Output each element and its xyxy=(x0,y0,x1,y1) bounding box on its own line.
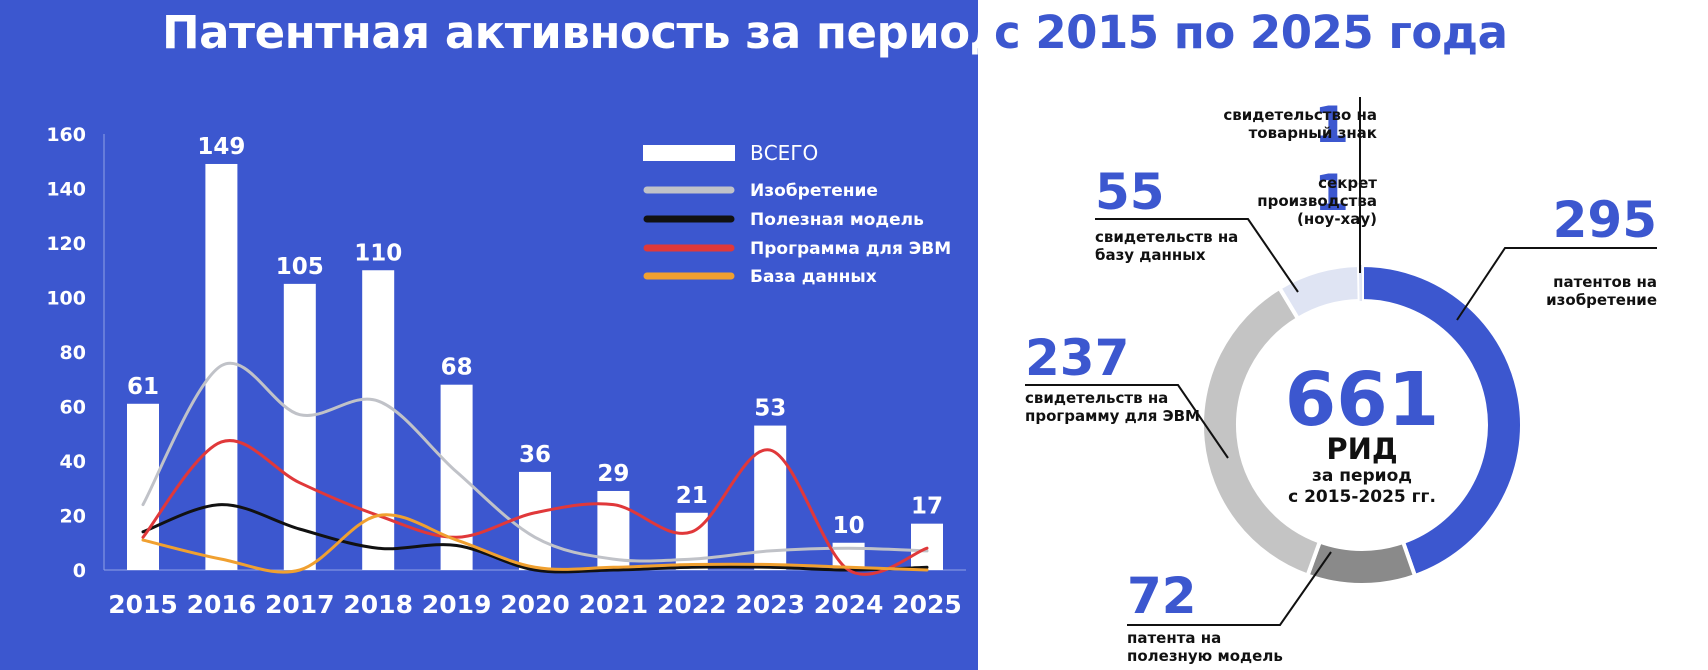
x-tick-label: 2018 xyxy=(343,590,413,619)
bar-2018 xyxy=(362,270,395,570)
donut-slice-4 xyxy=(1358,265,1361,302)
donut-annotation-number: 72 xyxy=(1127,567,1197,625)
y-tick-label: 140 xyxy=(46,179,86,201)
x-tick-label: 2016 xyxy=(187,590,257,619)
bar-value-label: 68 xyxy=(441,355,473,381)
y-tick-label: 20 xyxy=(60,506,86,528)
y-tick-label: 60 xyxy=(60,397,86,419)
donut-annotation-label: производства xyxy=(1257,192,1377,210)
bar-value-label: 110 xyxy=(354,240,402,266)
donut-annotation-number: 295 xyxy=(1553,191,1657,249)
leader-line-1 xyxy=(1127,551,1332,626)
x-tick-label: 2023 xyxy=(735,590,805,619)
donut-annotation-label: свидетельств на xyxy=(1095,228,1238,246)
donut-annotation-label: программу для ЭВМ xyxy=(1025,407,1200,425)
bar-value-label: 149 xyxy=(197,134,245,160)
bar-value-label: 61 xyxy=(127,374,159,400)
bar-value-label: 21 xyxy=(676,483,708,509)
y-tick-label: 0 xyxy=(73,560,86,582)
x-tick-label: 2025 xyxy=(892,590,962,619)
donut-annotation-label: секрет xyxy=(1318,174,1377,192)
donut-annotation-label: товарный знак xyxy=(1249,124,1377,142)
bar-2020 xyxy=(519,471,551,570)
bar-value-label: 36 xyxy=(519,442,551,468)
y-tick-label: 120 xyxy=(46,233,86,255)
y-tick-label: 160 xyxy=(46,124,86,146)
legend-label-invention-line: Изобретение xyxy=(750,181,878,201)
title-right: с 2015 по 2025 года xyxy=(994,6,1508,59)
donut-annotation-label: полезную модель xyxy=(1127,647,1283,665)
x-tick-label: 2024 xyxy=(814,590,884,619)
donut-annotation-label: базу данных xyxy=(1095,246,1206,264)
donut-annotation-number: 1 xyxy=(1314,164,1349,222)
y-tick-label: 80 xyxy=(60,342,86,364)
leader-line-2 xyxy=(1025,384,1229,459)
donut-center-sub2: с 2015-2025 гг. xyxy=(1288,487,1436,507)
donut-center-label: РИД xyxy=(1326,432,1397,466)
bar-value-label: 10 xyxy=(833,513,865,539)
donut-annotation-label: патента на xyxy=(1127,629,1221,647)
software-line xyxy=(141,439,929,576)
bar-2023 xyxy=(754,425,787,570)
leader-line-0 xyxy=(1456,247,1657,321)
legend-label-database-line: База данных xyxy=(750,267,877,287)
donut-annotation-label: патентов на xyxy=(1553,273,1657,291)
bar-value-label: 53 xyxy=(754,396,786,422)
bar-2022 xyxy=(675,512,708,570)
donut-annotation-number: 237 xyxy=(1025,329,1129,387)
bar-value-label: 29 xyxy=(597,461,629,487)
bar-2015 xyxy=(127,403,159,570)
bar-value-label: 17 xyxy=(911,494,943,520)
database-line xyxy=(141,513,929,574)
y-tick-label: 40 xyxy=(60,451,86,473)
legend-label-software-line: Программа для ЭВМ xyxy=(750,239,951,259)
donut-annotation-label: изобретение xyxy=(1546,291,1657,309)
x-tick-label: 2015 xyxy=(108,590,178,619)
donut-center-sub1: за период xyxy=(1312,466,1412,486)
invention-line xyxy=(141,361,929,563)
utility-model-line xyxy=(141,503,929,574)
donut-annotation-number: 1 xyxy=(1314,96,1349,154)
donut-slice-5 xyxy=(1360,265,1362,302)
donut-annotation-label: свидетельств на xyxy=(1025,389,1168,407)
bar-value-label: 105 xyxy=(276,254,324,280)
legend-swatch-total xyxy=(643,145,735,161)
leader-line-3 xyxy=(1095,218,1299,293)
donut-annotation-number: 55 xyxy=(1095,163,1165,221)
x-tick-label: 2020 xyxy=(500,590,570,619)
bar-2017 xyxy=(283,283,316,570)
bar-chart-panel xyxy=(0,0,978,670)
donut-center-value: 661 xyxy=(1285,357,1439,443)
donut-slice-3 xyxy=(1276,262,1362,322)
x-tick-label: 2017 xyxy=(265,590,335,619)
x-tick-label: 2022 xyxy=(657,590,727,619)
title-left: Патентная активность за период xyxy=(162,6,1006,59)
x-tick-label: 2021 xyxy=(579,590,649,619)
x-tick-label: 2019 xyxy=(422,590,492,619)
donut-annotation-label: (ноу-хау) xyxy=(1297,210,1377,228)
legend-label-total: ВСЕГО xyxy=(750,141,818,165)
donut-slice-0 xyxy=(1360,262,1524,579)
bar-2019 xyxy=(440,384,473,570)
legend-label-utility-model-line: Полезная модель xyxy=(750,210,924,230)
y-tick-label: 100 xyxy=(46,288,86,310)
donut-annotation-label: свидетельство на xyxy=(1223,106,1377,124)
